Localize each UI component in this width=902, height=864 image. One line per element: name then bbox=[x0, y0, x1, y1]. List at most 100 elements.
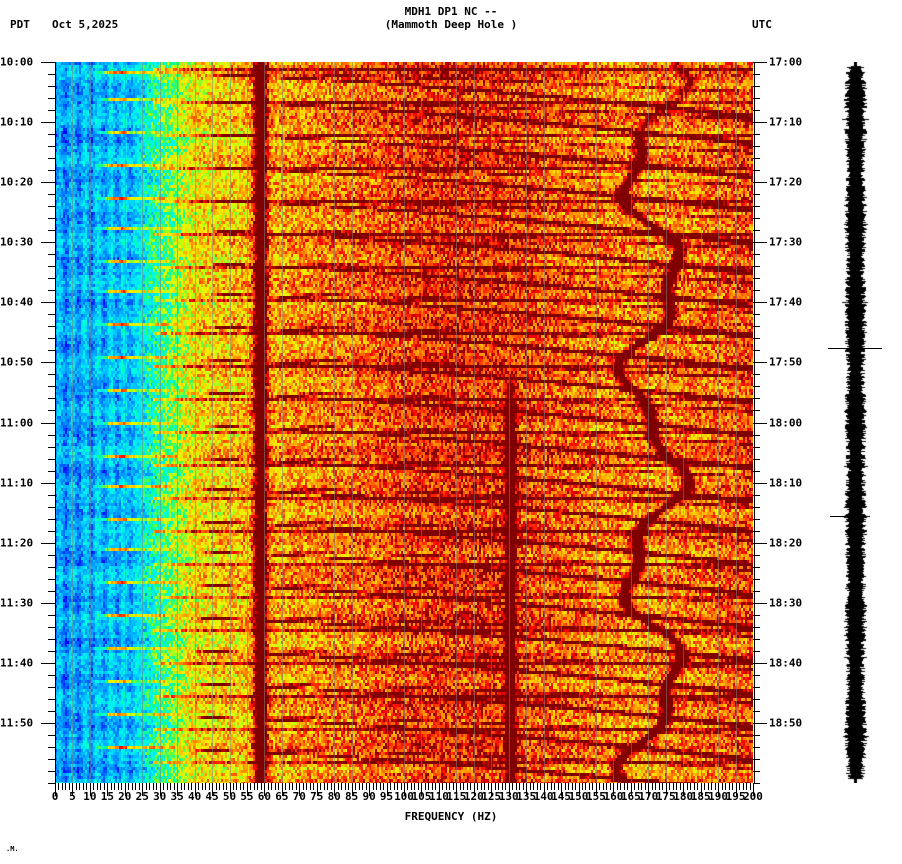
time-tick-major-right bbox=[753, 302, 767, 303]
time-tick-major-left bbox=[41, 543, 55, 544]
frequency-axis-title: FREQUENCY (HZ) bbox=[404, 810, 498, 823]
time-tick-minor-right bbox=[753, 74, 760, 75]
freq-tick-minor bbox=[743, 783, 744, 790]
freq-tick-minor bbox=[153, 783, 154, 790]
time-label-utc: 18:40 bbox=[769, 656, 803, 670]
freq-tick-minor bbox=[523, 783, 524, 790]
freq-label: 25 bbox=[135, 790, 149, 803]
time-tick-minor-left bbox=[48, 134, 55, 135]
freq-label: 90 bbox=[362, 790, 376, 803]
freq-label: 195 bbox=[725, 790, 746, 803]
freq-tick-major bbox=[55, 783, 56, 796]
time-tick-minor-right bbox=[753, 110, 760, 111]
time-tick-minor-left bbox=[48, 110, 55, 111]
freq-label: 0 bbox=[51, 790, 59, 803]
freq-tick-major bbox=[701, 783, 702, 796]
time-tick-minor-right bbox=[753, 146, 760, 147]
freq-tick-minor bbox=[610, 783, 611, 790]
freq-tick-minor bbox=[198, 783, 199, 790]
time-axis-utc: 17:00 17:10 17:20 17:30 17:40 17:50 18:00 18:10… bbox=[753, 0, 833, 864]
time-tick-minor-left bbox=[48, 495, 55, 496]
freq-tick-minor bbox=[502, 783, 503, 790]
freq-tick-minor bbox=[620, 783, 621, 790]
time-tick-minor-left bbox=[48, 627, 55, 628]
time-label-utc: 17:10 bbox=[769, 115, 803, 129]
freq-tick-major bbox=[544, 783, 545, 796]
freq-tick-minor bbox=[146, 783, 147, 790]
time-tick-minor-right bbox=[753, 290, 760, 291]
time-label-utc: 17:40 bbox=[769, 295, 803, 309]
freq-tick-major bbox=[177, 783, 178, 796]
freq-tick-minor bbox=[449, 783, 450, 790]
freq-tick-minor bbox=[582, 783, 583, 790]
time-tick-minor-left bbox=[48, 98, 55, 99]
time-tick-minor-left bbox=[48, 290, 55, 291]
freq-tick-minor bbox=[135, 783, 136, 790]
freq-tick-major bbox=[631, 783, 632, 796]
freq-label: 10 bbox=[83, 790, 97, 803]
freq-tick-minor bbox=[167, 783, 168, 790]
freq-tick-minor bbox=[477, 783, 478, 790]
freq-tick-major bbox=[613, 783, 614, 796]
time-tick-minor-right bbox=[753, 350, 760, 351]
time-tick-minor-right bbox=[753, 615, 760, 616]
corner-artifact-glyph: .M. bbox=[6, 845, 19, 853]
freq-label: 140 bbox=[533, 790, 554, 803]
time-tick-minor-right bbox=[753, 735, 760, 736]
time-tick-minor-right bbox=[753, 254, 760, 255]
freq-tick-minor bbox=[292, 783, 293, 790]
freq-tick-minor bbox=[697, 783, 698, 790]
freq-label: 15 bbox=[100, 790, 114, 803]
time-tick-minor-left bbox=[48, 651, 55, 652]
freq-tick-minor bbox=[659, 783, 660, 790]
freq-tick-minor bbox=[498, 783, 499, 790]
freq-label: 120 bbox=[463, 790, 484, 803]
freq-tick-minor bbox=[104, 783, 105, 790]
freq-tick-major bbox=[509, 783, 510, 796]
freq-tick-minor bbox=[310, 783, 311, 790]
time-tick-minor-left bbox=[48, 338, 55, 339]
freq-label: 40 bbox=[187, 790, 202, 803]
spectrogram-plot[interactable] bbox=[55, 62, 753, 783]
freq-tick-major bbox=[107, 783, 108, 796]
time-tick-minor-left bbox=[48, 639, 55, 640]
time-tick-minor-right bbox=[753, 410, 760, 411]
time-tick-major-left bbox=[41, 483, 55, 484]
freq-label: 135 bbox=[516, 790, 537, 803]
freq-tick-minor bbox=[554, 783, 555, 790]
freq-tick-minor bbox=[505, 783, 506, 790]
freq-label: 30 bbox=[153, 790, 167, 803]
freq-tick-minor bbox=[139, 783, 140, 790]
time-tick-minor-right bbox=[753, 86, 760, 87]
freq-tick-minor bbox=[233, 783, 234, 790]
time-tick-major-left bbox=[41, 663, 55, 664]
freq-tick-minor bbox=[219, 783, 220, 790]
freq-tick-minor bbox=[617, 783, 618, 790]
freq-tick-minor bbox=[673, 783, 674, 790]
freq-tick-major bbox=[125, 783, 126, 796]
time-tick-minor-right bbox=[753, 699, 760, 700]
freq-label: 5 bbox=[69, 790, 76, 803]
freq-label: 115 bbox=[446, 790, 467, 803]
time-tick-major-right bbox=[753, 242, 767, 243]
freq-tick-minor bbox=[261, 783, 262, 790]
time-tick-minor-left bbox=[48, 254, 55, 255]
freq-tick-minor bbox=[93, 783, 94, 790]
time-tick-major-left bbox=[41, 62, 55, 63]
freq-tick-minor bbox=[132, 783, 133, 790]
time-tick-minor-right bbox=[753, 651, 760, 652]
time-tick-major-left bbox=[41, 603, 55, 604]
freq-tick-minor bbox=[226, 783, 227, 790]
freq-tick-minor bbox=[446, 783, 447, 790]
freq-tick-minor bbox=[418, 783, 419, 790]
freq-label: 190 bbox=[708, 790, 729, 803]
freq-tick-minor bbox=[519, 783, 520, 790]
freq-tick-major bbox=[526, 783, 527, 796]
freq-tick-major bbox=[264, 783, 265, 796]
freq-tick-minor bbox=[174, 783, 175, 790]
time-label-utc: 18:10 bbox=[769, 476, 803, 490]
freq-tick-minor bbox=[453, 783, 454, 790]
freq-tick-minor bbox=[589, 783, 590, 790]
freq-tick-minor bbox=[278, 783, 279, 790]
time-tick-minor-left bbox=[48, 579, 55, 580]
